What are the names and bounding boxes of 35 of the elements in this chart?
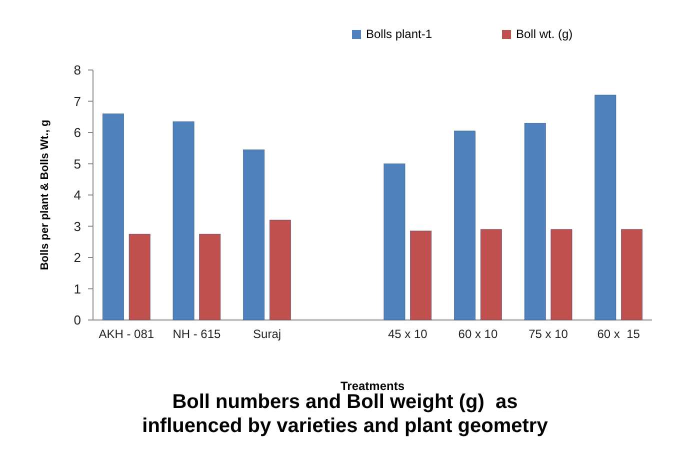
x-tick-label: 75 x 10 xyxy=(528,327,568,341)
bar xyxy=(410,230,432,320)
bar xyxy=(102,114,124,320)
bar xyxy=(621,229,642,320)
y-tick-label: 2 xyxy=(74,250,81,266)
bar xyxy=(384,164,406,320)
bar xyxy=(172,121,194,320)
x-axis-title: Treatments xyxy=(340,379,405,393)
x-tick-label: Suraj xyxy=(253,327,282,341)
x-tick-label: 60 x 15 xyxy=(597,327,640,341)
y-tick-label: 0 xyxy=(74,312,81,328)
bar xyxy=(243,150,265,320)
bar xyxy=(128,234,150,320)
y-tick-label: 5 xyxy=(74,156,81,172)
y-tick-label: 1 xyxy=(74,281,81,296)
bar xyxy=(270,220,291,320)
bar xyxy=(199,234,221,320)
bar xyxy=(454,130,476,320)
bar xyxy=(480,229,502,320)
y-tick-label: 7 xyxy=(74,94,81,109)
x-tick-label: AKH - 081 xyxy=(98,327,154,341)
bar xyxy=(524,122,546,320)
bar xyxy=(550,229,572,320)
y-tick-label: 8 xyxy=(74,62,81,78)
legend-label: Bolls plant-1 xyxy=(366,27,432,41)
y-axis-title: Bolls per plant & Bolls Wt., g xyxy=(39,120,51,270)
y-tick-label: 4 xyxy=(74,188,81,203)
y-tick-label: 3 xyxy=(74,218,81,234)
x-tick-label: NH - 615 xyxy=(172,327,222,341)
x-tick-label: 45 x 10 xyxy=(388,327,428,341)
text: Boll numbers and Boll weight (g) as influenced by varieties and plant geometry xyxy=(142,391,549,437)
bar xyxy=(594,94,616,320)
x-tick-label: 60 x 10 xyxy=(458,327,498,341)
legend-label: Boll wt. (g) xyxy=(516,27,573,41)
y-tick-label: 6 xyxy=(74,125,81,140)
